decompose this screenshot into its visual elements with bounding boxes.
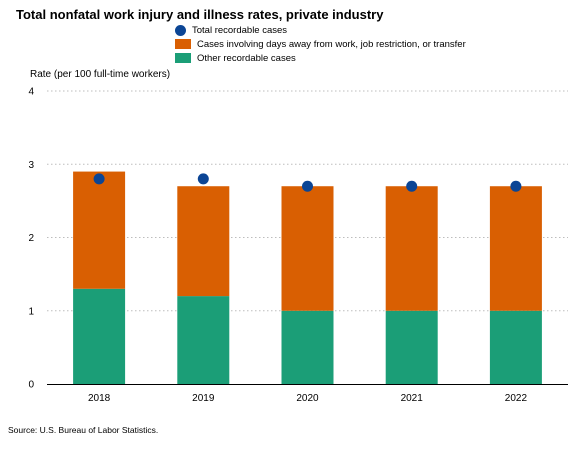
bar-days-away-2019 [177,186,230,297]
legend-label-other: Other recordable cases [197,52,296,64]
point-total-2022 [510,180,522,192]
point-total-2021 [406,180,418,192]
y-tick-label-1: 1 [28,306,34,317]
bar-days-away-2022 [489,186,542,311]
source-note: Source: U.S. Bureau of Labor Statistics. [8,425,159,435]
x-tick-label-2020: 2020 [296,393,319,404]
bar-other-2019 [177,296,230,384]
x-tick-label-2022: 2022 [505,393,528,404]
y-tick-label-0: 0 [28,380,34,391]
bar-other-2018 [73,288,126,384]
point-total-2018 [93,173,105,185]
y-axis-label: Rate (per 100 full-time workers) [30,69,171,80]
point-total-2020 [302,180,313,192]
bar-days-away-2020 [281,186,334,311]
y-tick-label-2: 2 [28,233,34,244]
bar-other-2020 [281,310,334,384]
x-tick-label-2018: 2018 [88,393,111,404]
legend-swatch-other [175,53,191,63]
legend-label-days-away: Cases involving days away from work, job… [197,38,466,50]
legend-swatch-total [175,24,186,36]
bar-days-away-2018 [73,171,126,289]
bar-other-2021 [385,310,438,384]
legend: Total recordable cases Cases involving d… [175,23,466,65]
legend-item-total: Total recordable cases [175,23,466,37]
x-tick-label-2019: 2019 [192,393,215,404]
legend-swatch-days-away [175,39,191,49]
point-total-2019 [197,173,209,185]
legend-item-other: Other recordable cases [175,51,466,65]
chart-title: Total nonfatal work injury and illness r… [16,7,384,22]
legend-item-days-away: Cases involving days away from work, job… [175,37,466,51]
bar-days-away-2021 [385,186,438,311]
y-tick-label-4: 4 [28,87,34,98]
y-tick-label-3: 3 [28,160,34,171]
legend-label-total: Total recordable cases [192,24,288,36]
x-tick-label-2021: 2021 [401,393,424,404]
bar-other-2022 [489,310,542,384]
